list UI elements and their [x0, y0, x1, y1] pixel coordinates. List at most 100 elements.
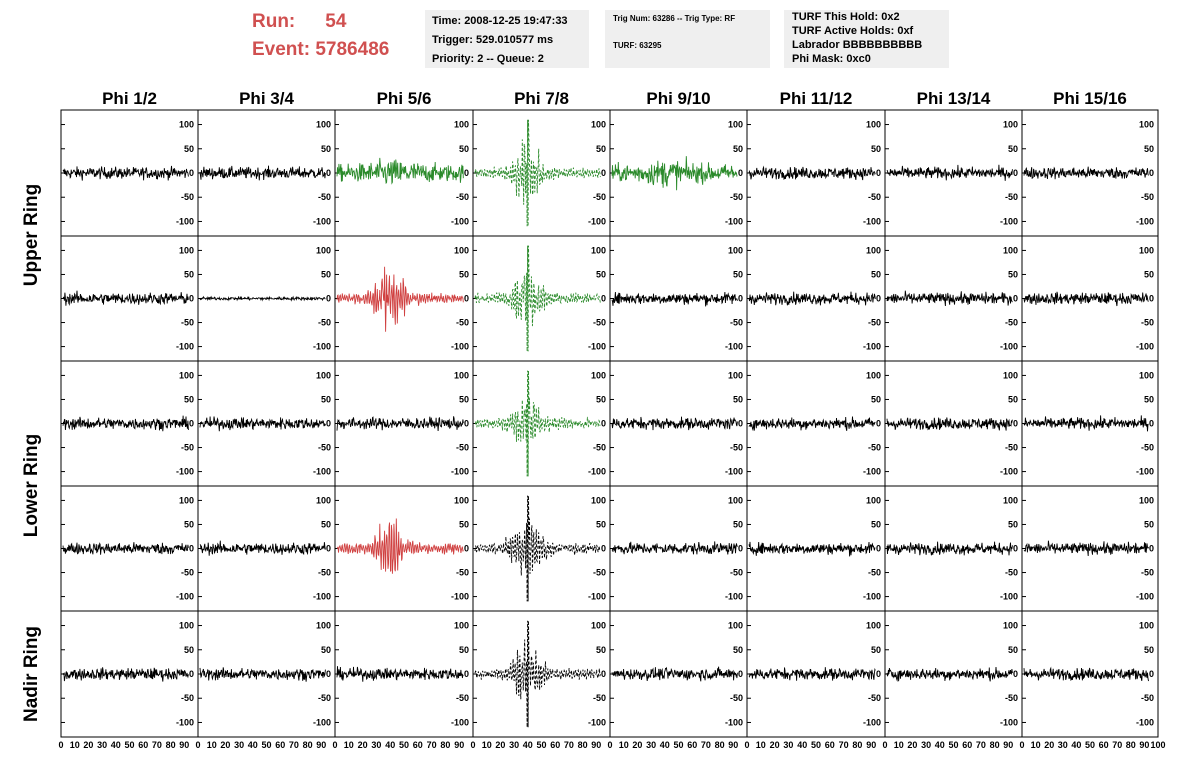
- x-tick-label: 50: [948, 740, 958, 750]
- y-tick-label: 100: [179, 495, 194, 505]
- y-tick-label: -50: [868, 568, 881, 578]
- y-tick-label: 100: [728, 245, 743, 255]
- x-tick-label: 30: [509, 740, 519, 750]
- y-tick-label: 50: [1144, 269, 1154, 279]
- y-tick-label: -50: [868, 693, 881, 703]
- y-tick-label: 100: [179, 621, 194, 631]
- y-tick-label: -50: [1005, 192, 1018, 202]
- x-tick-label: 80: [715, 740, 725, 750]
- x-tick-label: 50: [124, 740, 134, 750]
- y-tick-label: 0: [876, 544, 881, 554]
- waveform-trace: [611, 291, 738, 307]
- y-tick-label: 0: [1013, 544, 1018, 554]
- y-tick-label: -100: [588, 717, 606, 727]
- y-tick-label: -100: [1000, 342, 1018, 352]
- y-tick-label: 0: [326, 669, 331, 679]
- run-value: 54: [325, 11, 347, 32]
- ring-label: Upper Ring: [21, 184, 42, 286]
- y-tick-label: 0: [1013, 419, 1018, 429]
- waveform-trace: [611, 666, 738, 682]
- waveform-trace: [62, 667, 189, 682]
- y-tick-label: -50: [456, 192, 469, 202]
- y-tick-label: 50: [1144, 144, 1154, 154]
- waveform-trace: [748, 416, 876, 432]
- y-tick-label: 0: [326, 419, 331, 429]
- x-tick-label: 60: [550, 740, 560, 750]
- x-tick-label: 20: [220, 740, 230, 750]
- x-tick-label: 30: [1058, 740, 1068, 750]
- y-tick-label: 50: [1144, 519, 1154, 529]
- x-tick-label: 50: [536, 740, 546, 750]
- y-tick-label: -50: [730, 693, 743, 703]
- y-tick-label: 0: [464, 294, 469, 304]
- y-tick-label: 50: [321, 645, 331, 655]
- y-tick-label: 50: [321, 394, 331, 404]
- y-tick-label: 50: [321, 144, 331, 154]
- run-label: Run:: [252, 11, 296, 32]
- x-tick-label: 80: [990, 740, 1000, 750]
- waveform-trace: [62, 290, 189, 306]
- y-tick-label: -100: [588, 216, 606, 226]
- y-tick-label: 0: [1149, 544, 1154, 554]
- y-tick-label: -100: [725, 467, 743, 477]
- x-tick-label: 50: [261, 740, 271, 750]
- x-tick-label: 20: [495, 740, 505, 750]
- y-tick-label: -50: [868, 443, 881, 453]
- y-tick-label: -100: [1136, 592, 1154, 602]
- x-tick-label: 90: [591, 740, 601, 750]
- phi-column-title: Phi 3/4: [239, 89, 294, 108]
- y-tick-label: 100: [728, 621, 743, 631]
- y-tick-label: 50: [871, 519, 881, 529]
- y-tick-label: -100: [313, 592, 331, 602]
- y-tick-label: 100: [728, 370, 743, 380]
- y-tick-label: 0: [876, 294, 881, 304]
- waveform-trace: [474, 119, 601, 227]
- y-tick-label: -100: [1000, 717, 1018, 727]
- y-tick-label: 100: [866, 495, 881, 505]
- y-tick-label: 50: [596, 394, 606, 404]
- y-tick-label: -100: [1000, 592, 1018, 602]
- time-info-box: Time: 2008-12-25 19:47:33 Trigger: 529.0…: [425, 10, 589, 68]
- x-tick-label: 10: [894, 740, 904, 750]
- y-tick-label: -50: [593, 318, 606, 328]
- y-tick-label: 50: [184, 394, 194, 404]
- x-tick-label: 10: [70, 740, 80, 750]
- waveform-trace: [1023, 666, 1149, 682]
- x-tick-label: 80: [1126, 740, 1136, 750]
- y-tick-label: -50: [593, 693, 606, 703]
- y-tick-label: 0: [738, 669, 743, 679]
- y-tick-label: 0: [464, 168, 469, 178]
- time-line: Time: 2008-12-25 19:47:33: [432, 15, 568, 27]
- phi-column-title: Phi 7/8: [514, 89, 569, 108]
- y-tick-label: 0: [1013, 669, 1018, 679]
- y-tick-label: -100: [863, 216, 881, 226]
- y-tick-label: 50: [321, 519, 331, 529]
- x-tick-label: 10: [1031, 740, 1041, 750]
- y-tick-label: 0: [189, 294, 194, 304]
- y-tick-label: 100: [728, 120, 743, 130]
- y-tick-label: 100: [454, 495, 469, 505]
- x-tick-label: 30: [783, 740, 793, 750]
- waveform-trace: [62, 415, 189, 432]
- y-tick-label: -100: [1136, 717, 1154, 727]
- waveform-trace: [336, 266, 464, 332]
- y-tick-label: -100: [863, 717, 881, 727]
- y-tick-label: 0: [1013, 168, 1018, 178]
- y-tick-label: -50: [1005, 443, 1018, 453]
- x-tick-label: 60: [1099, 740, 1109, 750]
- waveform-trace: [336, 518, 464, 574]
- y-tick-label: 50: [1144, 394, 1154, 404]
- x-tick-label: 70: [564, 740, 574, 750]
- waveform-trace: [199, 540, 326, 556]
- y-tick-label: 100: [728, 495, 743, 505]
- y-tick-label: -50: [593, 443, 606, 453]
- y-tick-label: -50: [1141, 568, 1154, 578]
- x-tick-label: 20: [770, 740, 780, 750]
- x-tick-label: 60: [275, 740, 285, 750]
- x-tick-label: 40: [385, 740, 395, 750]
- x-tick-label: 90: [316, 740, 326, 750]
- y-tick-label: -50: [1141, 443, 1154, 453]
- y-tick-label: -50: [1141, 693, 1154, 703]
- x-tick-label: 20: [358, 740, 368, 750]
